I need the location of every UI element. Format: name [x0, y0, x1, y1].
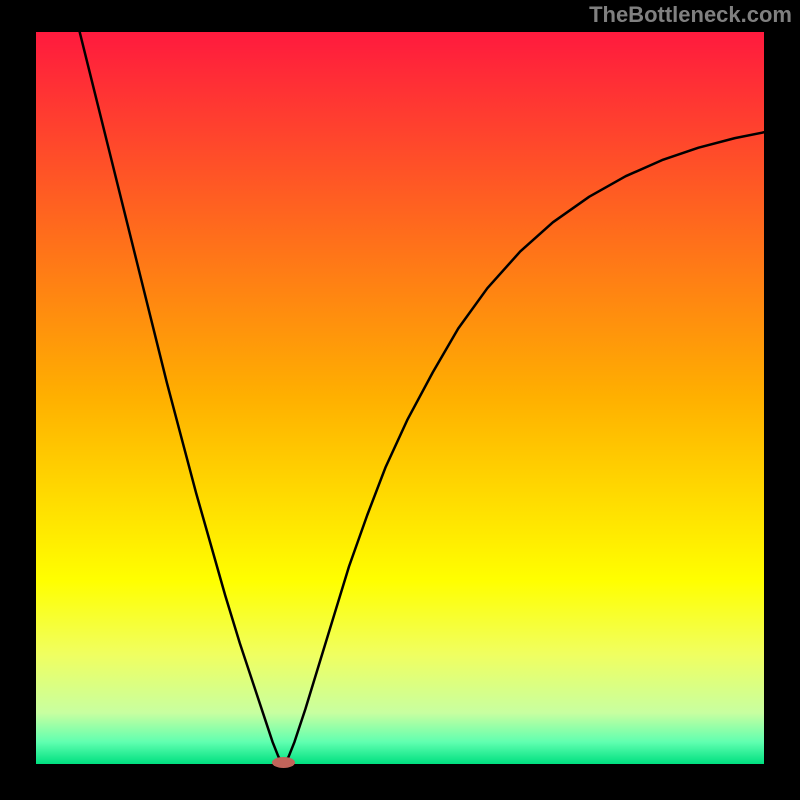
watermark-text: TheBottleneck.com	[589, 2, 792, 28]
minimum-marker	[272, 757, 295, 768]
curve-svg	[36, 32, 764, 764]
chart-container: TheBottleneck.com	[0, 0, 800, 800]
plot-area	[36, 32, 764, 764]
